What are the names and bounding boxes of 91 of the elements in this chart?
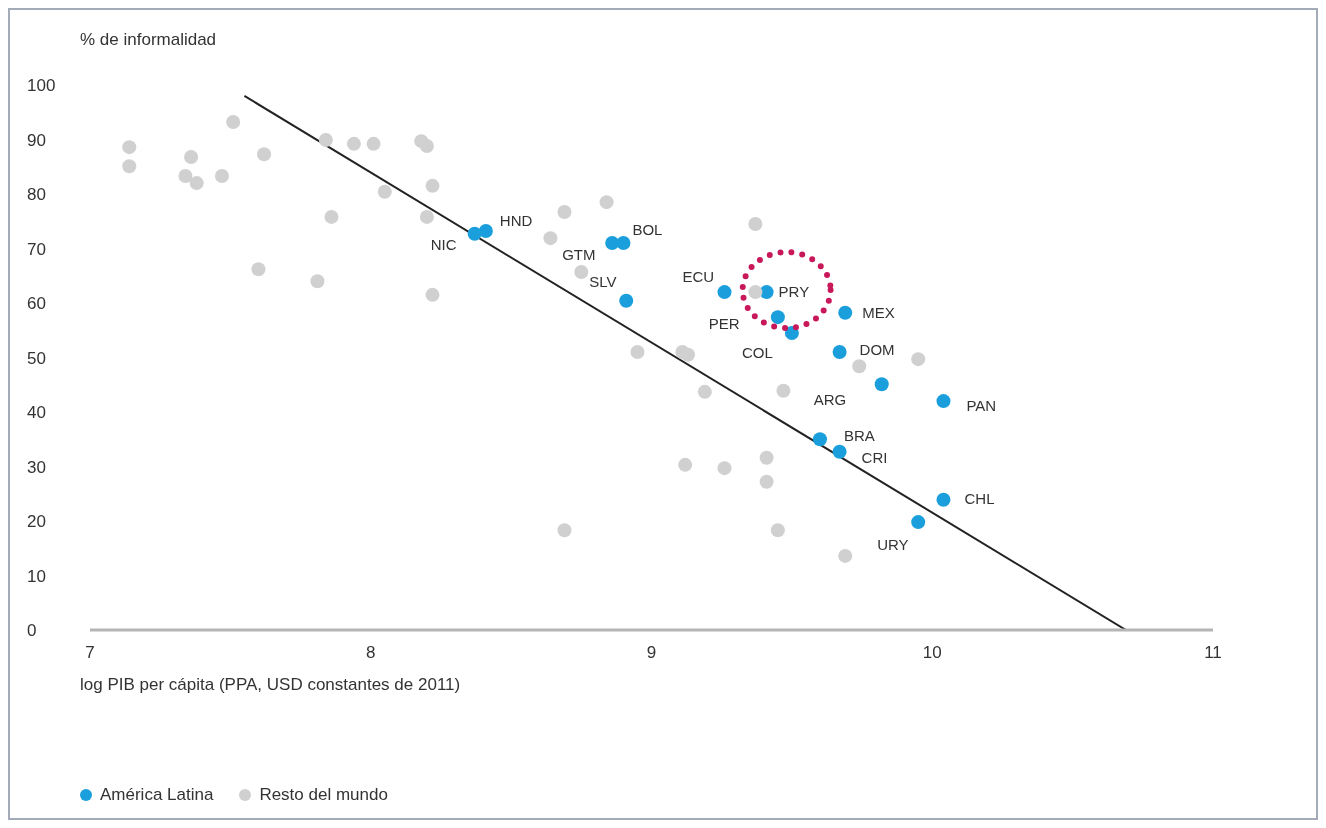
point <box>324 209 339 224</box>
annotation: ARG <box>813 391 847 409</box>
point <box>310 274 325 289</box>
point <box>838 305 853 320</box>
point <box>425 287 440 302</box>
point <box>832 345 847 360</box>
point <box>467 226 482 241</box>
point <box>748 285 763 300</box>
point <box>874 377 889 392</box>
annotation: PER <box>708 315 740 333</box>
point <box>122 159 137 174</box>
point <box>377 184 392 199</box>
point <box>251 262 266 277</box>
point <box>717 461 732 476</box>
point <box>812 432 827 447</box>
y-tick-label: 30 <box>27 457 46 477</box>
point <box>605 236 620 251</box>
point <box>776 383 791 398</box>
point <box>759 450 774 465</box>
legend-label: América Latina <box>99 785 214 805</box>
point <box>770 523 785 538</box>
point <box>478 224 493 239</box>
point <box>759 285 774 300</box>
annotation: BOL <box>632 221 663 239</box>
point <box>557 204 572 219</box>
point <box>419 209 434 224</box>
point <box>630 345 645 360</box>
annotation: PRY <box>778 283 810 301</box>
annotation: BRA <box>843 427 875 445</box>
point <box>189 176 204 191</box>
point <box>318 133 333 148</box>
annotation: ECU <box>682 268 715 286</box>
point <box>759 474 774 489</box>
point <box>770 310 785 325</box>
point <box>346 136 361 151</box>
point <box>543 231 558 246</box>
y-tick-label: 50 <box>27 348 46 368</box>
point <box>697 384 712 399</box>
point <box>852 359 867 374</box>
point <box>616 236 631 251</box>
y-tick-label: 90 <box>27 130 46 150</box>
y-axis-title: % de informalidad <box>80 30 217 50</box>
point <box>419 139 434 154</box>
annotation: SLV <box>589 272 617 290</box>
y-tick-label: 20 <box>27 512 46 532</box>
point <box>574 264 589 279</box>
point <box>184 149 199 164</box>
point <box>599 195 614 210</box>
annotation: COL <box>741 343 773 361</box>
point <box>678 457 693 472</box>
y-tick-label: 70 <box>27 239 46 259</box>
point <box>257 147 272 162</box>
point <box>178 169 193 184</box>
point <box>717 285 732 300</box>
legend-label: Resto del mundo <box>258 785 388 805</box>
point <box>366 136 381 151</box>
point <box>681 347 695 362</box>
point <box>619 293 634 308</box>
x-tick-label: 11 <box>1204 643 1222 663</box>
annotation: HND <box>499 212 533 230</box>
point <box>936 492 951 507</box>
point <box>557 523 572 538</box>
x-axis-title: log PIB per cápita (PPA, USD constantes de 2011) <box>80 675 461 695</box>
point <box>122 140 137 155</box>
y-tick-label: 40 <box>27 403 46 423</box>
x-tick-label: 9 <box>646 643 657 663</box>
annotation: CHL <box>964 489 995 507</box>
point <box>226 115 241 130</box>
point <box>936 394 951 409</box>
x-tick-label: 8 <box>366 643 376 663</box>
x-tick-label: 7 <box>85 643 95 663</box>
point <box>425 178 440 193</box>
annotation: MEX <box>862 303 895 321</box>
annotation: GTM <box>562 246 596 264</box>
point <box>838 548 853 563</box>
y-tick-label: 80 <box>27 185 46 205</box>
point <box>748 216 763 231</box>
y-tick-label: 60 <box>27 294 46 314</box>
point <box>832 444 847 459</box>
annotation: PAN <box>966 397 997 415</box>
x-tick-label: 10 <box>922 643 942 663</box>
y-tick-label: 0 <box>27 621 37 641</box>
y-tick-label: 100 <box>27 76 56 96</box>
annotation: NIC <box>430 235 457 253</box>
y-tick-label: 10 <box>27 566 46 586</box>
point <box>911 352 926 367</box>
annotation: CRI <box>861 448 888 466</box>
point <box>911 515 926 530</box>
annotation: URY <box>877 536 909 554</box>
point <box>214 169 229 184</box>
annotation: DOM <box>859 341 895 359</box>
